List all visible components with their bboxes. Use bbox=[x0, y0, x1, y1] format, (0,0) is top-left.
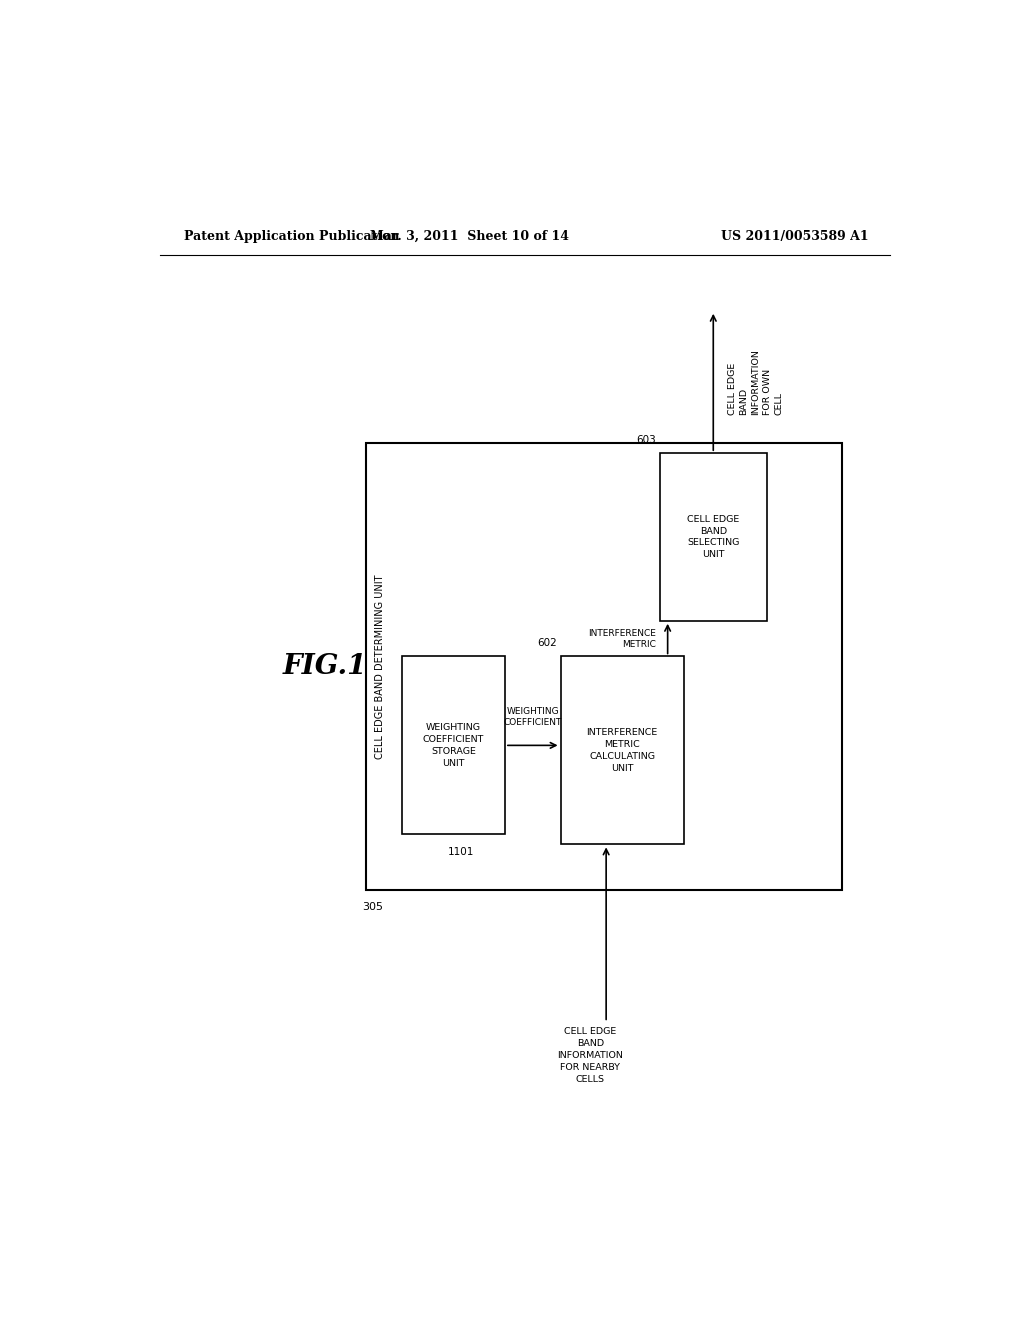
Text: INTERFERENCE
METRIC
CALCULATING
UNIT: INTERFERENCE METRIC CALCULATING UNIT bbox=[587, 729, 657, 772]
Text: CELL EDGE
BAND
SELECTING
UNIT: CELL EDGE BAND SELECTING UNIT bbox=[687, 515, 739, 560]
Text: US 2011/0053589 A1: US 2011/0053589 A1 bbox=[721, 230, 868, 243]
Bar bbox=[367, 444, 842, 890]
Bar bbox=[401, 656, 505, 834]
Text: 305: 305 bbox=[362, 903, 383, 912]
Text: Mar. 3, 2011  Sheet 10 of 14: Mar. 3, 2011 Sheet 10 of 14 bbox=[370, 230, 568, 243]
Text: 602: 602 bbox=[537, 639, 557, 648]
Text: Patent Application Publication: Patent Application Publication bbox=[183, 230, 399, 243]
Bar bbox=[659, 453, 767, 620]
Text: CELL EDGE
BAND
INFORMATION
FOR OWN
CELL: CELL EDGE BAND INFORMATION FOR OWN CELL bbox=[728, 348, 783, 414]
Bar bbox=[560, 656, 684, 845]
Text: WEIGHTING
COEFFICIENT
STORAGE
UNIT: WEIGHTING COEFFICIENT STORAGE UNIT bbox=[423, 723, 484, 767]
Text: WEIGHTING
COEFFICIENT: WEIGHTING COEFFICIENT bbox=[504, 708, 562, 727]
Text: INTERFERENCE
METRIC: INTERFERENCE METRIC bbox=[588, 628, 655, 648]
Text: CELL EDGE
BAND
INFORMATION
FOR NEARBY
CELLS: CELL EDGE BAND INFORMATION FOR NEARBY CE… bbox=[557, 1027, 624, 1084]
Text: 603: 603 bbox=[636, 436, 655, 445]
Text: CELL EDGE BAND DETERMINING UNIT: CELL EDGE BAND DETERMINING UNIT bbox=[376, 574, 385, 759]
Text: FIG.11: FIG.11 bbox=[283, 653, 386, 680]
Text: 1101: 1101 bbox=[449, 846, 474, 857]
